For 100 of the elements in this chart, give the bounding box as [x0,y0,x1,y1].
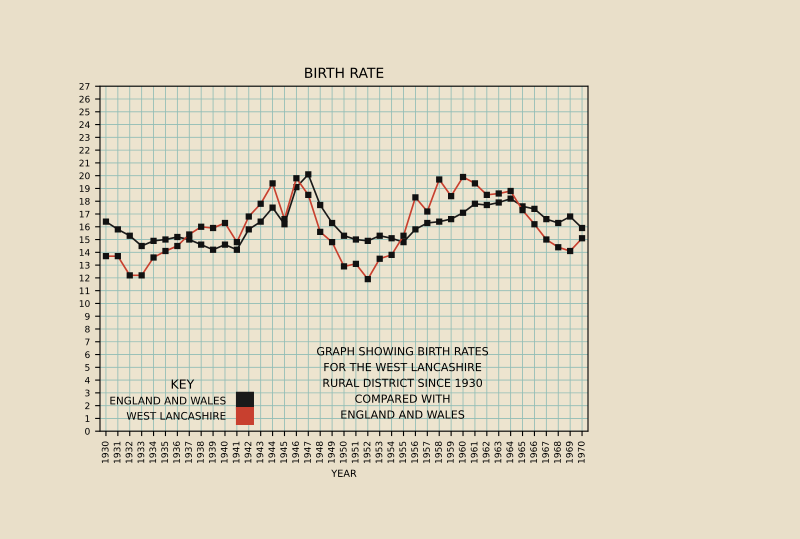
point [376,232,383,239]
point [436,218,442,225]
point [328,220,336,226]
point [305,171,312,178]
y-tick-label: 22 [79,146,90,154]
x-tick-label: 1936 [173,441,180,463]
x-tick-label: 1951 [352,442,359,463]
point [388,235,395,242]
x-axis-title: YEAR [331,470,356,477]
x-tick-label: 1961 [470,442,478,463]
x-tick-label: 1960 [458,442,466,463]
point [102,218,110,225]
point [138,242,145,250]
y-tick-label: 11 [80,288,90,294]
x-tick-label: 1953 [376,442,382,463]
point [114,226,121,232]
point [567,213,574,220]
x-tick-label: 1945 [280,442,288,463]
point [508,196,514,202]
y-tick-label: 3 [85,390,90,396]
x-tick-label: 1943 [256,442,264,463]
x-tick-label: 1959 [446,442,454,463]
x-tick-label: 1970 [578,442,585,463]
x-tick-label: 1933 [137,442,144,463]
y-tick-label: 1 [86,415,90,422]
y-tick-label: 8 [85,326,90,333]
x-tick-label: 1930 [102,442,109,463]
y-tick-label: 23 [79,134,90,141]
point [555,220,562,226]
x-tick-label: 1941 [232,442,240,463]
x-tick-label: 1935 [161,442,168,463]
x-tick-label: 1937 [185,442,192,463]
legend-label: ENGLAND AND WALES [110,396,226,405]
x-tick-label: 1957 [423,442,430,463]
x-tick-label: 1938 [196,442,204,463]
point [364,238,371,244]
point [162,236,169,243]
point [317,202,324,208]
x-tick-label: 1958 [435,442,442,463]
y-tick-label: 16 [80,224,90,230]
point [424,220,430,226]
point [210,246,216,253]
y-tick-label: 21 [79,160,90,166]
y-tick-label: 24 [79,121,90,128]
x-tick-label: 1931 [114,442,120,463]
point [352,236,360,243]
x-tick-label: 1940 [220,442,228,463]
point [340,232,348,239]
x-tick-label: 1962 [482,442,490,463]
x-tick-label: 1966 [530,441,538,463]
point [234,246,240,253]
y-tick-label: 27 [79,82,90,90]
x-tick-label: 1942 [244,442,252,463]
x-tick-label: 1967 [542,442,549,463]
point [412,226,419,232]
x-tick-label: 1939 [208,442,216,463]
point [258,218,264,225]
x-tick-label: 1934 [149,441,156,463]
chart-title: BIRTH RATE [305,68,384,78]
point [543,216,550,222]
x-tick-label: 1946 [292,441,300,463]
point [460,210,466,216]
y-tick-label: 7 [85,338,90,346]
x-tick-label: 1947 [304,442,311,463]
point [484,202,490,208]
point [578,224,586,232]
point [246,226,252,232]
y-tick-label: 15 [80,236,90,244]
legend-title: KEY [172,380,194,389]
point [531,206,538,212]
y-tick-label: 10 [80,300,90,307]
point [198,242,204,248]
point [222,242,228,248]
y-tick-label: 13 [80,262,90,269]
point [269,204,276,211]
x-tick-label: 1948 [316,442,323,463]
y-tick-label: 26 [79,96,90,103]
x-tick-label: 1968 [554,442,561,463]
x-tick-label: 1955 [399,442,406,463]
y-tick-label: 14 [80,249,90,256]
y-tick-label: 0 [85,428,90,435]
x-tick-label: 1954 [387,441,394,463]
y-tick-label: 20 [79,172,90,180]
y-tick-label: 12 [80,274,90,282]
x-tick-label: 1965 [518,442,526,463]
x-tick-label: 1969 [566,442,573,463]
y-tick-label: 17 [80,210,90,218]
y-tick-label: 19 [80,185,90,192]
point [472,200,478,207]
point [496,199,502,206]
x-tick-label: 1964 [506,441,514,463]
point [448,216,454,222]
x-tick-label: 1950 [340,442,347,463]
y-tick-label: 5 [85,364,90,371]
y-tick-label: 4 [84,376,90,384]
point [150,238,157,244]
y-tick-label: 2 [85,402,90,410]
y-tick-label: 18 [80,198,90,205]
point [126,232,133,239]
x-tick-label: 1932 [126,442,132,463]
